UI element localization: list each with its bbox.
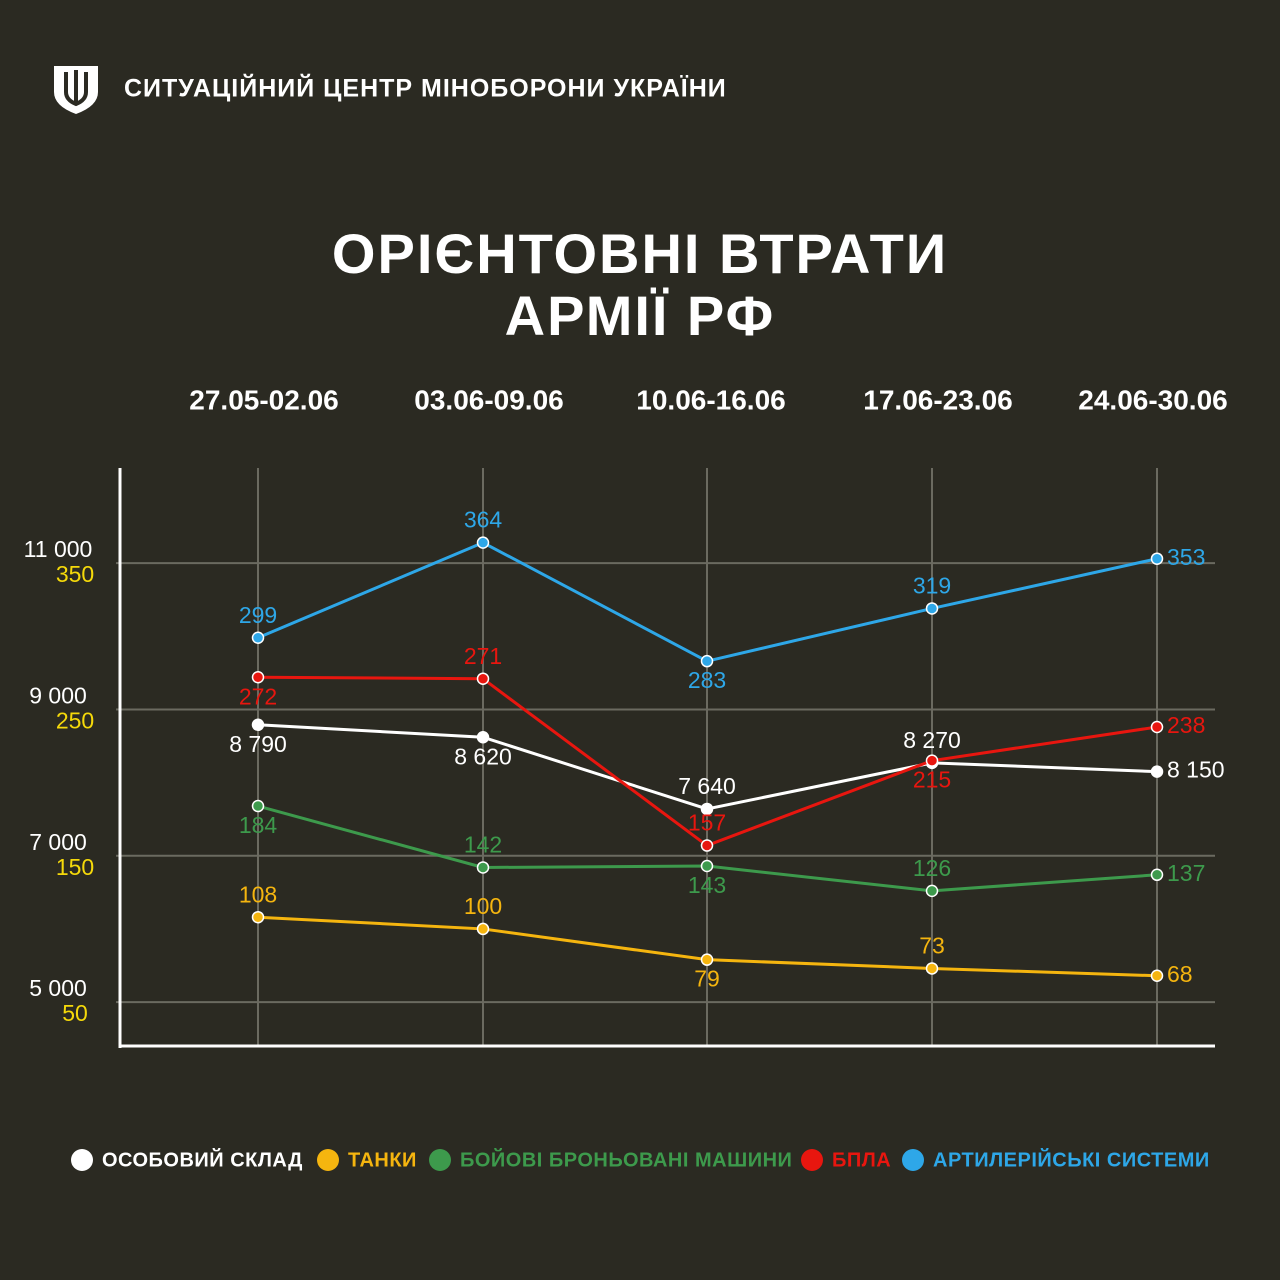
data-label: 299 <box>239 602 277 628</box>
data-label: 271 <box>464 643 502 669</box>
data-point <box>476 536 490 549</box>
data-point <box>1150 969 1164 983</box>
legend-label: ТАНКИ <box>348 1149 417 1171</box>
data-label: 184 <box>239 812 278 838</box>
y-tick-label: 11 000 <box>24 536 93 562</box>
data-point <box>700 802 714 816</box>
data-label: 108 <box>239 881 277 907</box>
y-tick-label: 7 000 <box>29 829 87 855</box>
x-tick-label: 17.06-23.06 <box>863 384 1012 415</box>
data-point <box>700 953 714 966</box>
data-point <box>251 718 265 732</box>
data-label: 143 <box>688 872 726 898</box>
legend-marker <box>902 1149 924 1171</box>
legend-marker <box>801 1149 823 1171</box>
data-point <box>476 922 490 936</box>
legend-label: АРТИЛЕРІЙСЬКІ СИСТЕМИ <box>933 1147 1210 1171</box>
data-point <box>700 859 714 873</box>
data-label: 8 620 <box>454 743 512 769</box>
data-label: 126 <box>913 855 951 881</box>
data-point <box>251 671 265 684</box>
y-tick-label: 9 000 <box>29 683 87 709</box>
data-label: 272 <box>239 683 277 709</box>
data-point <box>476 861 490 874</box>
data-label: 283 <box>688 667 726 693</box>
data-point <box>925 754 939 767</box>
data-label: 364 <box>464 507 503 533</box>
y2-tick-label: 150 <box>56 854 94 880</box>
data-label: 215 <box>913 767 951 793</box>
data-label: 8 270 <box>903 727 961 753</box>
legend-marker <box>71 1149 93 1171</box>
org-name: СИТУАЦІЙНИЙ ЦЕНТР МІНОБОРОНИ УКРАЇНИ <box>124 73 727 103</box>
legend-marker <box>317 1149 339 1171</box>
data-point <box>1150 552 1164 565</box>
y2-tick-label: 50 <box>62 1000 88 1026</box>
x-tick-label: 03.06-09.06 <box>414 384 563 415</box>
data-point <box>700 654 714 668</box>
y2-tick-label: 350 <box>56 561 94 587</box>
data-point <box>476 672 490 685</box>
data-label: 7 640 <box>678 773 736 799</box>
data-label: 8 150 <box>1167 757 1225 783</box>
x-tick-label: 24.06-30.06 <box>1078 384 1227 415</box>
data-point <box>1150 868 1164 882</box>
data-label: 137 <box>1167 860 1205 886</box>
data-label: 68 <box>1167 961 1193 987</box>
data-point <box>251 799 265 813</box>
data-point <box>700 839 714 852</box>
data-point <box>1150 720 1164 734</box>
data-label: 100 <box>464 893 502 919</box>
data-point <box>476 730 490 744</box>
legend-label: ОСОБОВИЙ СКЛАД <box>102 1147 303 1171</box>
y2-tick-label: 250 <box>56 708 94 734</box>
data-point <box>251 631 265 644</box>
data-label: 8 790 <box>229 731 287 757</box>
data-label: 353 <box>1167 544 1205 570</box>
data-point <box>925 602 939 615</box>
data-point <box>1150 765 1164 778</box>
legend-label: БОЙОВІ БРОНЬОВАНІ МАШИНИ <box>460 1147 792 1171</box>
legend-marker <box>429 1149 451 1171</box>
logo-trident <box>64 70 88 107</box>
legend-label: БПЛА <box>832 1149 891 1171</box>
chart-title: АРМІЇ РФ <box>505 284 776 347</box>
data-label: 157 <box>688 810 726 836</box>
x-tick-label: 10.06-16.06 <box>636 384 785 415</box>
data-label: 79 <box>694 966 720 992</box>
data-point <box>925 962 939 975</box>
x-tick-label: 27.05-02.06 <box>189 384 338 415</box>
chart-title: ОРІЄНТОВНІ ВТРАТИ <box>332 222 948 285</box>
data-point <box>925 884 939 898</box>
y-tick-label: 5 000 <box>29 975 87 1001</box>
data-label: 319 <box>913 573 951 599</box>
data-label: 142 <box>464 832 502 858</box>
data-label: 238 <box>1167 712 1205 738</box>
data-point <box>251 910 265 924</box>
data-label: 73 <box>919 933 945 959</box>
